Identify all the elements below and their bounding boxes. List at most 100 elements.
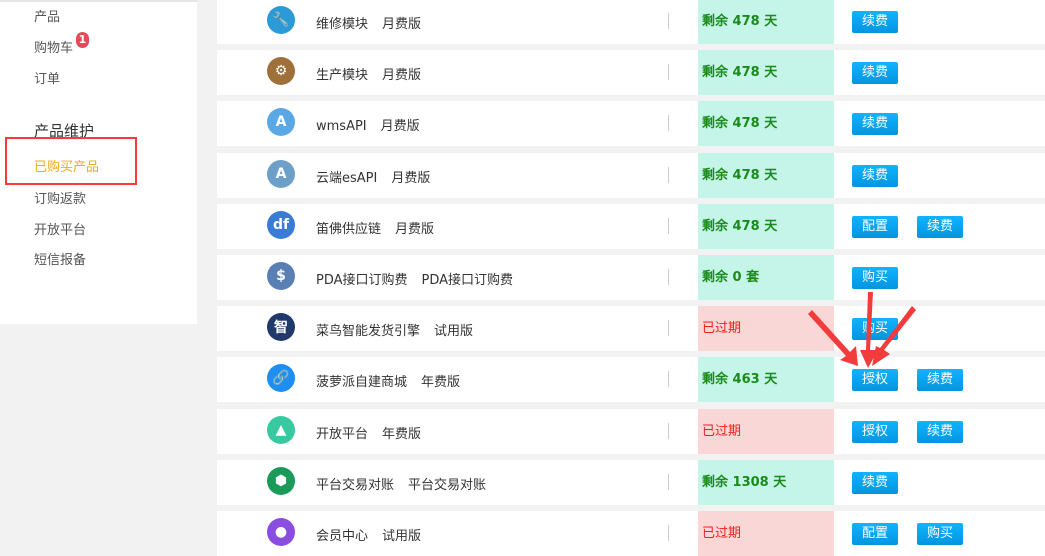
product-name: PDA接口订购费 PDA接口订购费	[316, 269, 513, 288]
续费-button[interactable]: 续费	[852, 471, 898, 494]
table-row: ⬢ 平台交易对账 平台交易对账 剩余 1308 天 续费	[217, 459, 1045, 505]
product-plan: PDA接口订购费	[421, 273, 514, 288]
divider	[668, 422, 669, 439]
table-row: $ PDA接口订购费 PDA接口订购费 剩余 0 套 购买	[217, 255, 1045, 300]
divider	[668, 525, 669, 541]
购买-button[interactable]: 购买	[852, 267, 898, 289]
购买-button[interactable]: 购买	[917, 523, 963, 545]
sidebar-item-open-platform[interactable]: 开放平台	[34, 223, 87, 238]
sidebar-item-sms[interactable]: 短信报备	[34, 253, 87, 268]
status-cell: 剩余 463 天	[698, 357, 834, 403]
sidebar-item-cart[interactable]: 购物车	[34, 41, 74, 56]
product-name: 生产模块 月费版	[316, 64, 421, 83]
product-title: 菠萝派自建商城	[316, 375, 408, 391]
sidebar-item-products[interactable]: 产品	[34, 10, 61, 25]
table-row: A 云端esAPI 月费版 剩余 478 天 续费	[217, 152, 1045, 198]
product-name: 云端esAPI 月费版	[316, 167, 430, 186]
product-title: wmsAPI	[316, 119, 367, 135]
product-plan: 平台交易对账	[408, 477, 487, 493]
product-plan: 年费版	[421, 375, 461, 391]
highlight-box	[5, 137, 137, 185]
product-plan: 月费版	[382, 68, 422, 84]
pda-icon: $	[267, 262, 295, 290]
api-icon: A	[267, 159, 295, 188]
sidebar: 产品 购物车 1 订单 产品维护 已购买产品 订购返款 开放平台 短信报备	[0, 0, 197, 324]
product-title: 菜鸟智能发货引擎	[316, 324, 421, 340]
shield-icon: ⬢	[267, 466, 295, 495]
product-plan: 试用版	[434, 324, 474, 340]
cainiao-icon: 智	[267, 313, 295, 342]
table-row: 🔗 菠萝派自建商城 年费版 剩余 463 天 授权 续费	[217, 357, 1045, 403]
arrow-right	[872, 306, 916, 366]
table-row: df 笛佛供应链 月费版 剩余 478 天 配置 续费	[217, 203, 1045, 249]
status-cell: 已过期	[698, 408, 834, 454]
status-cell: 剩余 478 天	[698, 152, 834, 198]
link-icon: 🔗	[267, 364, 295, 393]
arrow-left	[808, 310, 858, 366]
product-name: 维修模块 月费版	[316, 13, 421, 32]
status-cell: 剩余 0 套	[698, 255, 834, 300]
product-plan: 月费版	[395, 221, 435, 237]
arrow-middle	[860, 292, 878, 368]
配置-button[interactable]: 配置	[852, 215, 898, 238]
divider	[668, 371, 669, 388]
product-name: 平台交易对账 平台交易对账	[316, 474, 486, 493]
product-plan: 月费版	[380, 119, 420, 135]
df-logo-icon: df	[267, 210, 295, 239]
授权-button[interactable]: 授权	[852, 420, 898, 443]
divider	[668, 269, 669, 285]
product-title: 会员中心	[316, 529, 369, 544]
api-icon: A	[267, 108, 295, 137]
product-plan: 月费版	[382, 17, 422, 32]
status-cell: 剩余 478 天	[698, 0, 834, 44]
table-row: 🔧 维修模块 月费版 剩余 478 天 续费	[217, 0, 1045, 44]
授权-button[interactable]: 授权	[852, 369, 898, 392]
divider	[668, 64, 669, 81]
divider	[668, 166, 669, 183]
续费-button[interactable]: 续费	[852, 164, 898, 187]
table-row: ⚙ 生产模块 月费版 剩余 478 天 续费	[217, 50, 1045, 96]
member-icon: ●	[267, 518, 295, 546]
product-name: 菠萝派自建商城 年费版	[316, 371, 460, 390]
sidebar-item-refund[interactable]: 订购返款	[34, 192, 87, 207]
status-cell: 剩余 478 天	[698, 101, 834, 147]
sidebar-item-orders[interactable]: 订单	[34, 72, 61, 87]
wrench-icon: 🔧	[267, 6, 295, 34]
续费-button[interactable]: 续费	[917, 215, 963, 238]
product-title: PDA接口订购费	[316, 273, 408, 288]
sidebar-item-purchased[interactable]: 已购买产品	[34, 160, 100, 175]
divider	[668, 217, 669, 234]
product-title: 维修模块	[316, 17, 369, 32]
table-row: A wmsAPI 月费版 剩余 478 天 续费	[217, 101, 1045, 147]
product-name: 开放平台 年费版	[316, 423, 421, 442]
status-cell: 剩余 478 天	[698, 203, 834, 249]
divider	[668, 115, 669, 132]
续费-button[interactable]: 续费	[852, 113, 898, 136]
divider	[668, 320, 669, 337]
product-name: 笛佛供应链 月费版	[316, 218, 434, 237]
product-name: 会员中心 试用版	[316, 525, 421, 544]
cart-badge: 1	[76, 32, 89, 48]
status-cell: 剩余 1308 天	[698, 459, 834, 505]
product-title: 笛佛供应链	[316, 221, 382, 237]
product-title: 云端esAPI	[316, 170, 378, 186]
配置-button[interactable]: 配置	[852, 523, 898, 545]
product-title: 生产模块	[316, 68, 369, 84]
product-title: 开放平台	[316, 426, 369, 442]
sidebar-group-title: 产品维护	[34, 122, 95, 140]
续费-button[interactable]: 续费	[852, 62, 898, 85]
product-name: 菜鸟智能发货引擎 试用版	[316, 320, 473, 339]
续费-button[interactable]: 续费	[852, 11, 898, 33]
prism-icon: ▲	[267, 415, 295, 444]
续费-button[interactable]: 续费	[917, 420, 963, 443]
divider	[668, 13, 669, 29]
divider	[668, 473, 669, 490]
product-title: 平台交易对账	[316, 477, 395, 493]
gear-icon: ⚙	[267, 57, 295, 86]
product-plan: 月费版	[391, 170, 431, 186]
product-plan: 年费版	[382, 426, 422, 442]
table-row: ▲ 开放平台 年费版 已过期 授权 续费	[217, 408, 1045, 454]
续费-button[interactable]: 续费	[917, 369, 963, 392]
status-cell: 剩余 478 天	[698, 50, 834, 96]
